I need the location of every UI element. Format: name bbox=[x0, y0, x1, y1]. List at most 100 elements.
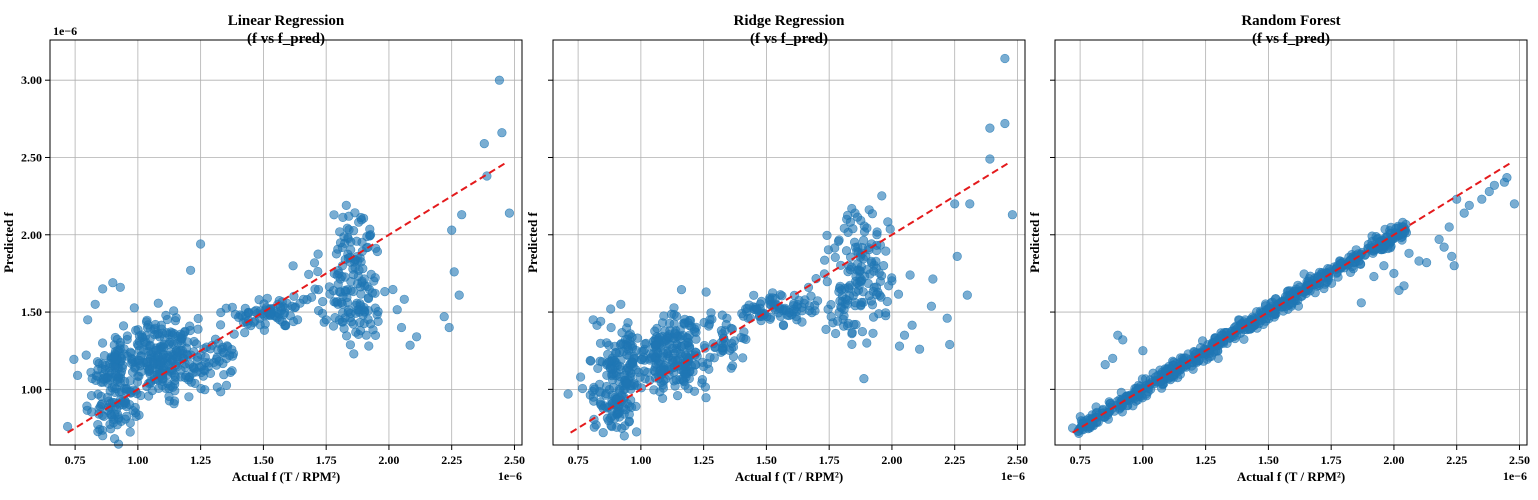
scatter-point bbox=[102, 392, 113, 402]
reference-line bbox=[570, 162, 1008, 434]
scatter-point bbox=[588, 315, 598, 325]
x-tick-label: 0.75 bbox=[1070, 453, 1091, 467]
scatter-point bbox=[601, 338, 612, 348]
scatter-point bbox=[1414, 256, 1424, 266]
y-axis-label: Predicted f bbox=[525, 211, 540, 272]
scatter-point bbox=[1399, 281, 1409, 291]
scatter-point bbox=[742, 303, 752, 314]
scatter-point bbox=[669, 348, 679, 359]
scatter-point bbox=[321, 315, 331, 325]
scatter-point bbox=[672, 391, 683, 401]
scatter-point bbox=[872, 230, 882, 240]
scatter-point bbox=[1369, 271, 1379, 282]
scatter-point bbox=[106, 424, 116, 434]
scatter-point bbox=[345, 340, 356, 350]
scatter-point bbox=[1198, 356, 1209, 366]
scatter-point bbox=[357, 276, 367, 286]
scatter-point bbox=[240, 328, 250, 338]
scatter-point bbox=[926, 301, 937, 311]
scatter-point bbox=[650, 341, 660, 351]
scatter-point bbox=[62, 421, 73, 432]
scatter-point bbox=[118, 321, 129, 331]
scatter-point bbox=[877, 191, 887, 201]
scatter-point bbox=[169, 399, 179, 409]
scatter-point bbox=[839, 321, 849, 331]
scatter-point bbox=[192, 367, 202, 377]
scatter-point bbox=[494, 75, 505, 85]
scatter-point bbox=[868, 328, 878, 338]
scatter-point bbox=[654, 356, 665, 366]
scatter-point bbox=[821, 324, 831, 335]
scatter-point bbox=[221, 380, 232, 391]
scatter-point bbox=[701, 393, 711, 403]
scatter-point bbox=[640, 339, 650, 349]
scatter-point bbox=[1100, 360, 1110, 370]
scatter-point bbox=[216, 307, 226, 318]
scatter-point bbox=[338, 308, 348, 318]
chart-subtitle: (f vs f_pred) bbox=[1252, 31, 1330, 47]
y-axis-label: Predicted f bbox=[1027, 211, 1042, 272]
y-tick-label: 3.00 bbox=[21, 73, 42, 87]
scatter-point bbox=[135, 361, 145, 371]
scatter-point bbox=[839, 311, 849, 321]
scatter-point bbox=[362, 231, 372, 242]
scatter-point bbox=[1283, 286, 1293, 296]
scatter-point bbox=[212, 382, 222, 392]
scatter-point bbox=[841, 246, 852, 256]
scatter-point bbox=[112, 377, 122, 387]
scatter-point bbox=[1213, 353, 1223, 364]
scatter-point bbox=[155, 332, 165, 342]
scatter-point bbox=[736, 332, 746, 343]
scatter-point bbox=[849, 319, 859, 330]
x-tick-label: 2.50 bbox=[504, 453, 525, 467]
scatter-point bbox=[965, 199, 975, 209]
scatter-point bbox=[359, 302, 369, 313]
scatter-point bbox=[1188, 364, 1198, 374]
scatter-point bbox=[624, 330, 634, 340]
scatter-point bbox=[822, 277, 832, 287]
x-tick-label: 1.75 bbox=[1321, 453, 1342, 467]
scatter-point bbox=[340, 287, 351, 297]
scatter-point bbox=[1000, 53, 1010, 64]
chart-panel-1: 0.75 1.00 1.25 1.50 1.75 2.00 2.25 2.50 1.00 1.50… bbox=[1, 13, 525, 484]
scatter-point bbox=[738, 353, 748, 363]
scatter-point bbox=[200, 385, 210, 395]
scatter-point bbox=[700, 382, 711, 392]
scatter-point bbox=[1319, 272, 1330, 282]
scatter-point bbox=[69, 354, 79, 365]
scatter-point bbox=[577, 383, 588, 394]
scatter-point bbox=[598, 428, 608, 438]
scatter-point bbox=[72, 370, 83, 381]
scatter-point bbox=[83, 315, 93, 325]
scatter-point bbox=[600, 390, 611, 400]
scatter-point bbox=[313, 266, 323, 277]
scatter-points bbox=[62, 75, 515, 449]
scatter-point bbox=[596, 316, 606, 326]
x-tick-label: 2.25 bbox=[1446, 453, 1467, 467]
scatter-point bbox=[100, 361, 111, 371]
chart-subtitle: (f vs f_pred) bbox=[750, 31, 828, 47]
scatter-point bbox=[871, 256, 881, 266]
scatter-point bbox=[868, 312, 879, 322]
scatter-point bbox=[309, 258, 320, 268]
scatter-point bbox=[611, 348, 622, 358]
scatter-point bbox=[859, 374, 869, 384]
scatter-point bbox=[129, 303, 139, 313]
scatter-point bbox=[504, 208, 515, 218]
scatter-point bbox=[1258, 319, 1268, 330]
scatter-point bbox=[1301, 288, 1311, 299]
chart-title: Ridge Regression bbox=[734, 13, 846, 29]
scatter-point bbox=[749, 290, 759, 300]
scatter-point bbox=[368, 325, 378, 335]
scatter-point bbox=[586, 356, 596, 366]
scatter-point bbox=[110, 332, 120, 343]
axes-frame bbox=[1054, 39, 1528, 446]
scatter-points bbox=[1067, 173, 1519, 439]
scatter-point bbox=[845, 252, 856, 262]
scatter-point bbox=[293, 315, 303, 325]
scatter-point bbox=[945, 339, 955, 350]
scatter-point bbox=[669, 319, 679, 329]
scatter-point bbox=[82, 405, 92, 415]
scatter-point bbox=[334, 269, 344, 279]
scatter-point bbox=[928, 274, 938, 284]
